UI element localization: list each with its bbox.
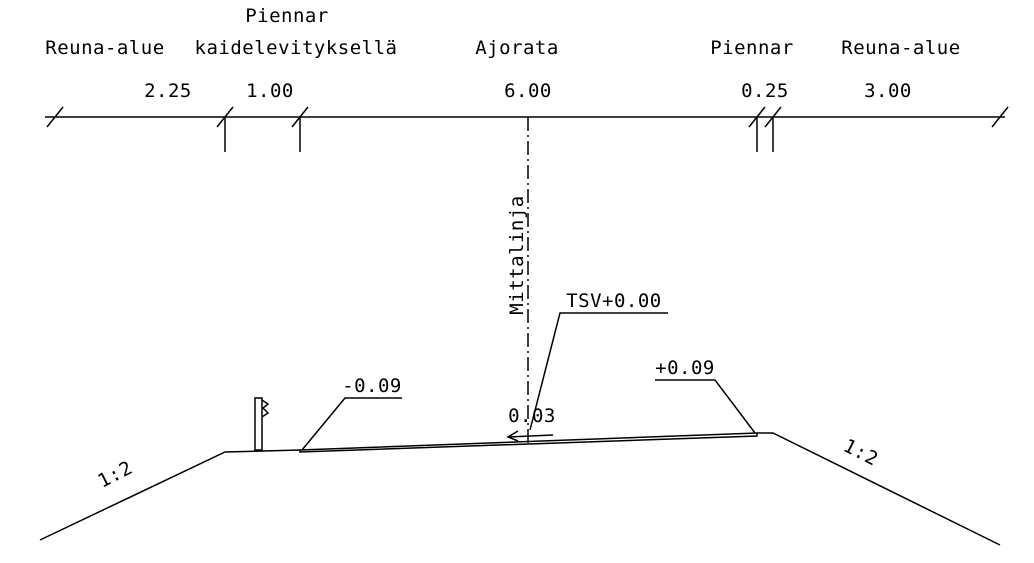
reference-label: TSV+0.00 [566, 290, 662, 312]
slope-label: 1:2 [840, 435, 882, 471]
zone-label: Reuna-alue [841, 37, 960, 59]
zone-label: Ajorata [475, 37, 559, 59]
right-slope [757, 432, 1001, 546]
leader-line [529, 312, 668, 431]
slope-label: 1:2 [94, 457, 136, 493]
pavement [299, 432, 758, 453]
leader-line [655, 379, 756, 434]
zone-label: Piennar [245, 5, 329, 27]
dimension-line [45, 106, 1009, 152]
zone-label: Piennar [710, 37, 794, 59]
guardrail [254, 397, 270, 451]
dimension-label: 0.25 [741, 80, 789, 102]
dimension-label: 3.00 [864, 80, 912, 102]
edge-height-label: +0.09 [655, 357, 715, 379]
crossfall-arrow [506, 430, 554, 442]
zone-label: kaidelevityksellä [195, 37, 398, 59]
dimension-label: 6.00 [504, 80, 552, 102]
dimension-label: 1.00 [246, 80, 294, 102]
centerline-label: Mittalinja [506, 195, 528, 314]
leader-line [301, 397, 402, 451]
edge-height-label: -0.09 [342, 375, 402, 397]
zone-label: Reuna-alue [45, 37, 164, 59]
left-slope [39, 449, 301, 541]
crossfall-label: 0.03 [508, 405, 556, 427]
dimension-label: 2.25 [144, 80, 192, 102]
